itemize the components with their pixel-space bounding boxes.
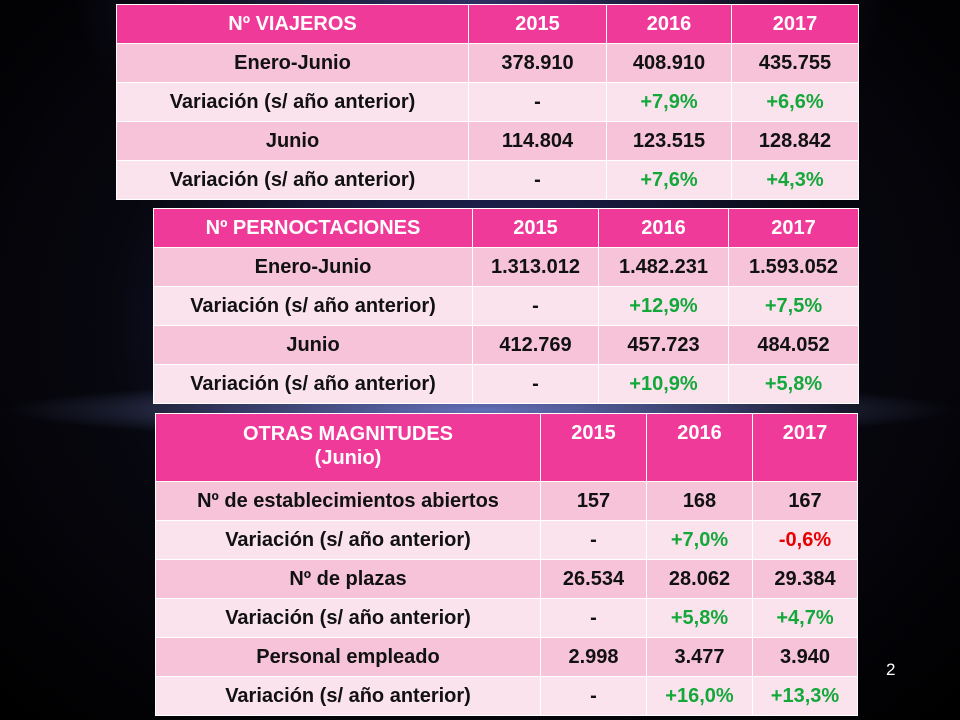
table-row: Variación (s/ año anterior) - +5,8% +4,7…: [155, 598, 858, 638]
cell-value: 29.384: [752, 559, 858, 599]
cell-value: 408.910: [606, 43, 732, 83]
header-title: Nº PERNOCTACIONES: [153, 208, 473, 248]
cell-value: 435.755: [731, 43, 859, 83]
page-number: 2: [886, 660, 896, 679]
cell-value: 2.998: [540, 637, 647, 677]
cell-variation: +13,3%: [752, 676, 858, 716]
otras-magnitudes-table: OTRAS MAGNITUDES (Junio) 2015 2016 2017 …: [155, 413, 858, 716]
cell-variation: +7,9%: [606, 82, 732, 122]
cell-value: -: [540, 598, 647, 638]
row-label: Variación (s/ año anterior): [116, 160, 469, 200]
header-title: Nº VIAJEROS: [116, 4, 469, 44]
cell-value: -: [540, 676, 647, 716]
table-row: Enero-Junio 378.910 408.910 435.755: [116, 43, 859, 83]
cell-value: 114.804: [468, 121, 607, 161]
header-year: 2017: [728, 208, 859, 248]
row-label: Personal empleado: [155, 637, 541, 677]
cell-value: -: [468, 82, 607, 122]
cell-variation: +7,0%: [646, 520, 753, 560]
header-year: 2016: [606, 4, 732, 44]
header-title-main: OTRAS MAGNITUDES: [243, 423, 453, 445]
cell-value: -: [540, 520, 647, 560]
row-label: Variación (s/ año anterior): [155, 520, 541, 560]
cell-value: 168: [646, 481, 753, 521]
cell-variation: +4,3%: [731, 160, 859, 200]
cell-variation: +6,6%: [731, 82, 859, 122]
cell-variation: +7,5%: [728, 286, 859, 326]
cell-value: 1.482.231: [598, 247, 729, 287]
cell-variation: +4,7%: [752, 598, 858, 638]
cell-variation-negative: -0,6%: [752, 520, 858, 560]
row-label: Variación (s/ año anterior): [155, 598, 541, 638]
cell-value: 26.534: [540, 559, 647, 599]
row-label: Junio: [116, 121, 469, 161]
row-label: Junio: [153, 325, 473, 365]
cell-value: -: [472, 364, 599, 404]
table-header-row: Nº PERNOCTACIONES 2015 2016 2017: [153, 208, 859, 248]
viajeros-table: Nº VIAJEROS 2015 2016 2017 Enero-Junio 3…: [116, 4, 859, 200]
row-label: Enero-Junio: [116, 43, 469, 83]
table-row: Variación (s/ año anterior) - +7,0% -0,6…: [155, 520, 858, 560]
cell-variation: +12,9%: [598, 286, 729, 326]
table-row: Variación (s/ año anterior) - +12,9% +7,…: [153, 286, 859, 326]
row-label: Enero-Junio: [153, 247, 473, 287]
header-year: 2015: [540, 413, 647, 482]
cell-variation: +7,6%: [606, 160, 732, 200]
pernoctaciones-table: Nº PERNOCTACIONES 2015 2016 2017 Enero-J…: [153, 208, 859, 404]
cell-variation: +5,8%: [728, 364, 859, 404]
cell-value: 378.910: [468, 43, 607, 83]
table-row: Junio 114.804 123.515 128.842: [116, 121, 859, 161]
table-row: Nº de plazas 26.534 28.062 29.384: [155, 559, 858, 599]
header-year: 2015: [468, 4, 607, 44]
cell-value: 123.515: [606, 121, 732, 161]
cell-value: 157: [540, 481, 647, 521]
cell-variation: +10,9%: [598, 364, 729, 404]
table-row: Variación (s/ año anterior) - +16,0% +13…: [155, 676, 858, 716]
table-header-row: OTRAS MAGNITUDES (Junio) 2015 2016 2017: [155, 413, 858, 482]
table-row: Enero-Junio 1.313.012 1.482.231 1.593.05…: [153, 247, 859, 287]
table-row: Personal empleado 2.998 3.477 3.940: [155, 637, 858, 677]
row-label: Variación (s/ año anterior): [116, 82, 469, 122]
table-row: Junio 412.769 457.723 484.052: [153, 325, 859, 365]
table-row: Nº de establecimientos abiertos 157 168 …: [155, 481, 858, 521]
header-year: 2017: [752, 413, 858, 482]
table-row: Variación (s/ año anterior) - +7,6% +4,3…: [116, 160, 859, 200]
cell-value: 3.477: [646, 637, 753, 677]
cell-value: 128.842: [731, 121, 859, 161]
header-year: 2017: [731, 4, 859, 44]
row-label: Variación (s/ año anterior): [155, 676, 541, 716]
cell-value: -: [472, 286, 599, 326]
row-label: Nº de plazas: [155, 559, 541, 599]
header-title-sub: (Junio): [314, 447, 382, 469]
table-row: Variación (s/ año anterior) - +10,9% +5,…: [153, 364, 859, 404]
table-row: Variación (s/ año anterior) - +7,9% +6,6…: [116, 82, 859, 122]
cell-value: 412.769: [472, 325, 599, 365]
row-label: Variación (s/ año anterior): [153, 364, 473, 404]
cell-value: -: [468, 160, 607, 200]
cell-value: 1.593.052: [728, 247, 859, 287]
cell-value: 28.062: [646, 559, 753, 599]
table-header-row: Nº VIAJEROS 2015 2016 2017: [116, 4, 859, 44]
cell-variation: +16,0%: [646, 676, 753, 716]
header-title: OTRAS MAGNITUDES (Junio): [155, 413, 541, 482]
header-year: 2015: [472, 208, 599, 248]
cell-value: 457.723: [598, 325, 729, 365]
cell-value: 1.313.012: [472, 247, 599, 287]
row-label: Variación (s/ año anterior): [153, 286, 473, 326]
cell-value: 3.940: [752, 637, 858, 677]
header-year: 2016: [646, 413, 753, 482]
cell-variation: +5,8%: [646, 598, 753, 638]
cell-value: 167: [752, 481, 858, 521]
cell-value: 484.052: [728, 325, 859, 365]
row-label: Nº de establecimientos abiertos: [155, 481, 541, 521]
header-year: 2016: [598, 208, 729, 248]
